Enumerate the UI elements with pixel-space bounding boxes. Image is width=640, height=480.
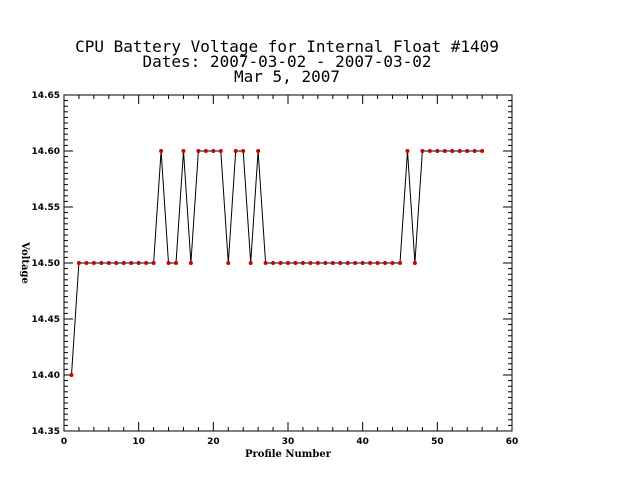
data-point <box>174 261 178 265</box>
data-point <box>233 149 238 153</box>
voltage-series <box>69 149 485 377</box>
data-point <box>256 149 261 153</box>
y-tick-label: 14.55 <box>32 203 60 213</box>
data-point <box>129 261 134 265</box>
x-tick-label: 0 <box>61 437 67 447</box>
data-point <box>465 149 470 153</box>
data-point <box>181 149 186 153</box>
data-point <box>91 261 96 265</box>
data-point <box>248 261 253 265</box>
data-point <box>196 149 201 153</box>
data-point <box>308 261 313 265</box>
data-point <box>420 149 425 153</box>
x-tick-label: 50 <box>431 437 444 447</box>
data-point <box>263 261 268 265</box>
data-point <box>188 261 193 265</box>
data-point <box>442 149 447 153</box>
data-point <box>106 261 111 265</box>
x-tick-label: 30 <box>282 437 295 447</box>
y-tick-label: 14.65 <box>32 91 60 101</box>
x-axis-label: Profile Number <box>245 449 332 460</box>
data-point <box>472 149 477 153</box>
axis-ticks <box>63 94 513 432</box>
data-point <box>211 149 216 153</box>
data-point <box>315 261 320 265</box>
data-point <box>457 149 462 153</box>
y-tick-label: 14.45 <box>32 315 60 325</box>
data-point <box>368 261 373 265</box>
data-point <box>84 261 89 265</box>
data-point <box>278 261 283 265</box>
data-point <box>345 261 350 265</box>
data-point <box>114 261 119 265</box>
chart-title-line-3: Mar 5, 2007 <box>234 67 340 86</box>
data-point <box>159 149 164 153</box>
data-point <box>390 261 395 265</box>
data-point <box>69 373 74 377</box>
data-point <box>375 261 380 265</box>
data-point <box>412 261 417 265</box>
y-tick-label: 14.35 <box>32 427 60 437</box>
data-point <box>330 261 335 265</box>
data-point <box>450 149 455 153</box>
data-point <box>293 261 298 265</box>
data-point <box>166 261 171 265</box>
data-point <box>398 261 402 265</box>
data-point <box>151 261 156 265</box>
y-tick-label: 14.40 <box>32 371 60 381</box>
axis-tick-labels: 0 10 20 30 40 50 60 14.35 14.40 14.45 14.50 14.55 14… <box>32 91 519 447</box>
y-tick-label: 14.50 <box>32 259 60 269</box>
data-point <box>136 261 141 265</box>
x-tick-label: 60 <box>506 437 519 447</box>
data-point <box>76 261 81 265</box>
data-point <box>427 149 432 153</box>
x-tick-label: 40 <box>356 437 369 447</box>
y-tick-label: 14.60 <box>32 147 60 157</box>
data-point <box>121 261 126 265</box>
data-point <box>383 261 388 265</box>
data-point <box>99 261 104 265</box>
data-point <box>435 149 440 153</box>
data-point <box>300 261 305 265</box>
data-point <box>338 261 343 265</box>
data-point <box>286 261 290 265</box>
data-point <box>203 149 208 153</box>
data-point <box>218 149 223 153</box>
data-point <box>405 149 410 153</box>
data-point <box>353 261 358 265</box>
data-point <box>271 261 276 265</box>
x-tick-label: 10 <box>132 437 145 447</box>
data-point <box>360 261 365 265</box>
chart-title-line-2: Dates: 2007-03-02 - 2007-03-02 <box>143 52 432 71</box>
data-point <box>144 261 149 265</box>
x-tick-label: 20 <box>207 437 220 447</box>
data-point <box>241 149 246 153</box>
data-point <box>480 149 485 153</box>
data-point <box>226 261 231 265</box>
chart-title-line-1: CPU Battery Voltage for Internal Float #… <box>75 37 499 56</box>
y-axis-label: Voltage <box>19 241 30 284</box>
data-point <box>323 261 328 265</box>
